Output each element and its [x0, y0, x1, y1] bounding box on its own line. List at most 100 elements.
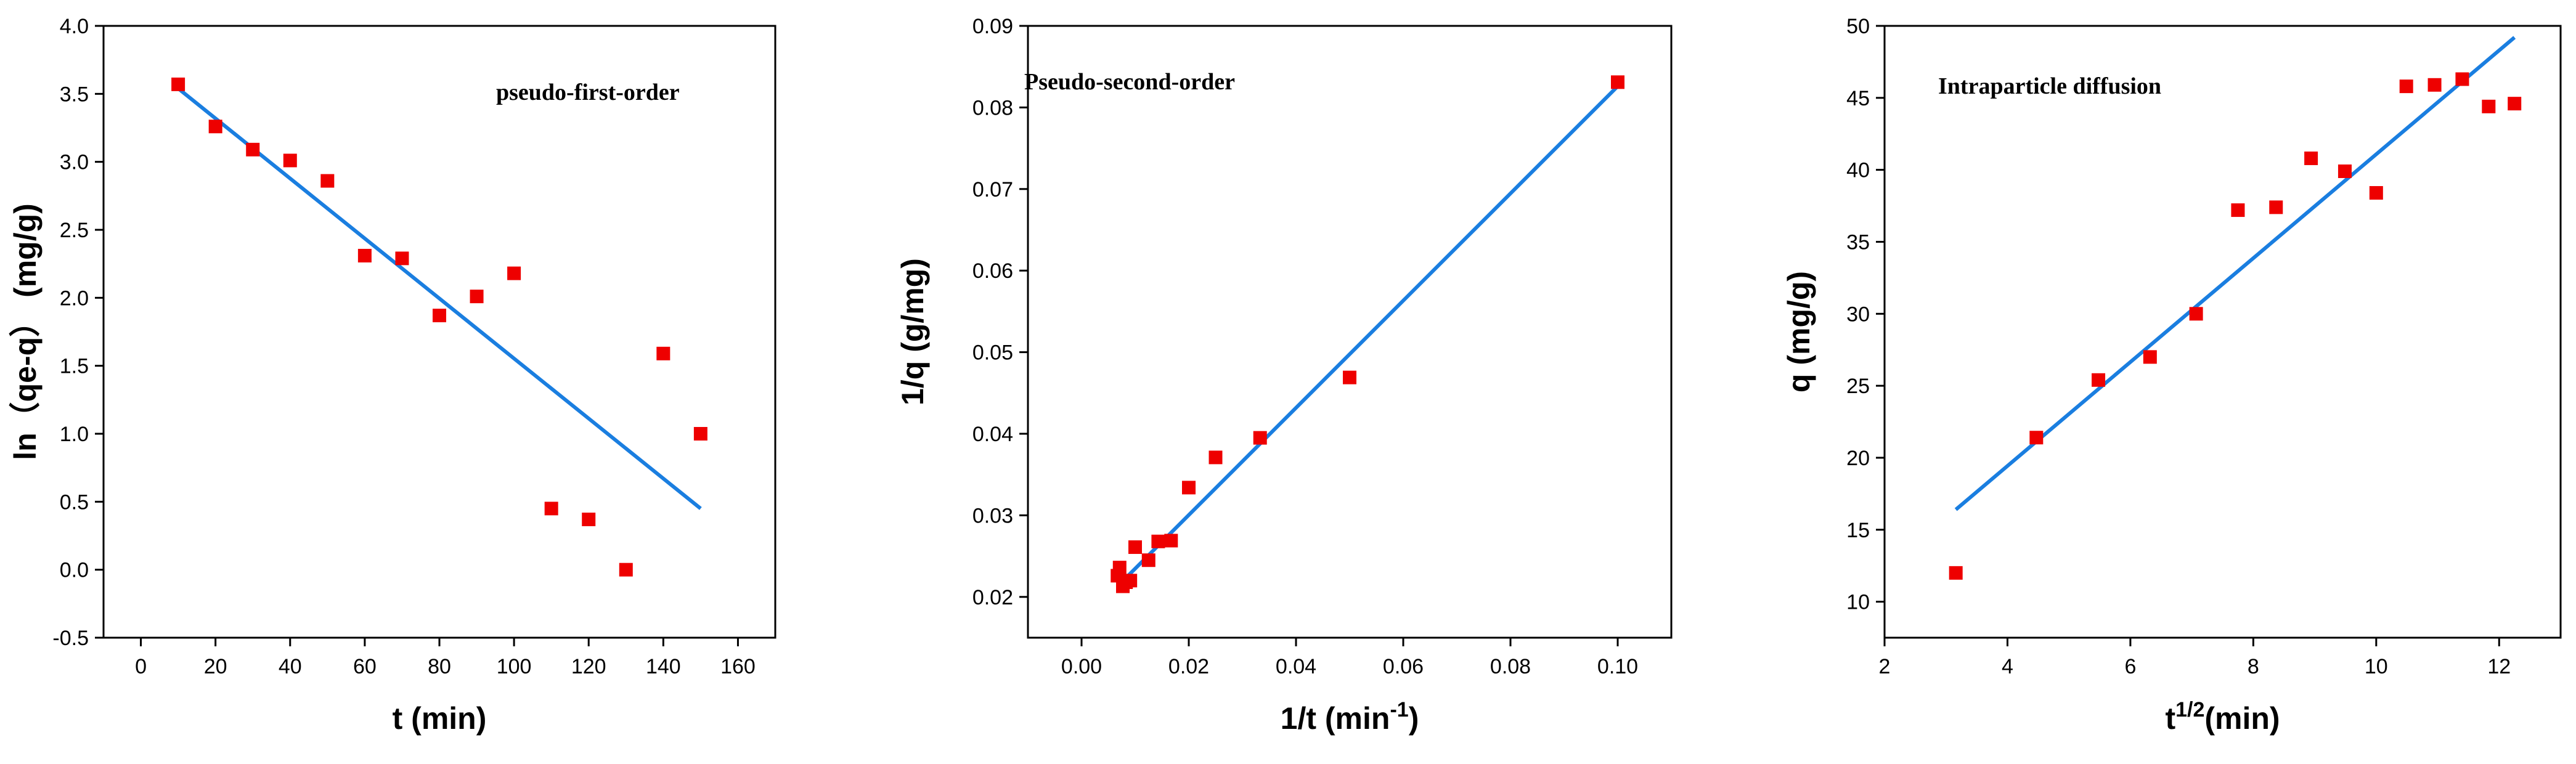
- data-point: [2455, 72, 2469, 86]
- y-axis-title: ln（qe-q） (mg/g): [8, 203, 43, 460]
- data-point: [395, 251, 409, 266]
- x-tick-label: 0: [135, 655, 147, 678]
- data-point: [1112, 561, 1127, 575]
- y-tick-label: 2.5: [60, 219, 89, 242]
- y-tick-label: 10: [1846, 591, 1870, 614]
- x-tick-label: 160: [720, 655, 756, 678]
- data-point: [2231, 203, 2245, 217]
- y-axis-title: q (mg/g): [1782, 271, 1816, 392]
- y-tick-label: 25: [1846, 375, 1870, 398]
- x-tick-label: 0.10: [1597, 655, 1638, 678]
- y-tick-label: 0.06: [972, 259, 1013, 283]
- data-point: [1253, 431, 1267, 445]
- x-tick-label: 100: [497, 655, 532, 678]
- data-point: [1209, 450, 1223, 465]
- x-tick-label: 120: [571, 655, 606, 678]
- data-point: [357, 248, 372, 262]
- x-axis-title: t1/2(min): [2165, 698, 2280, 736]
- data-point: [2508, 97, 2522, 111]
- data-point: [1164, 534, 1178, 548]
- data-point: [1182, 481, 1196, 495]
- y-tick-label: 1.5: [60, 355, 89, 378]
- chart-panel-2: 0.00 0.02 0.04 0.06 0.08 0.10 0.02 0.03 0.04 0.05…: [895, 15, 1673, 736]
- y-tick-label: 30: [1846, 303, 1870, 326]
- data-point: [2029, 431, 2044, 445]
- x-tick-label: 80: [428, 655, 451, 678]
- fit-line: [1116, 84, 1620, 588]
- data-point: [470, 290, 484, 304]
- x-tick-label: 0.02: [1168, 655, 1209, 678]
- x-tick-label: 0.08: [1490, 655, 1531, 678]
- x-tick-label: 8: [2248, 655, 2259, 678]
- fit-model-label: Intraparticle diffusion: [1938, 73, 2161, 99]
- data-point: [2189, 307, 2203, 321]
- x-tick-label: 6: [2124, 655, 2136, 678]
- y-tick-label: 0.03: [972, 504, 1013, 527]
- y-tick-label: 40: [1846, 159, 1870, 182]
- y-tick-label: 0.07: [972, 178, 1013, 201]
- x-axis-title: 1/t (min-1): [1281, 698, 1419, 736]
- y-tick-label: 50: [1846, 15, 1870, 38]
- x-tick-label: 20: [204, 655, 227, 678]
- y-tick-label: 0.05: [972, 341, 1013, 365]
- data-point: [320, 174, 335, 188]
- data-point: [1123, 574, 1138, 588]
- x-tick-label: 60: [353, 655, 377, 678]
- x-tick-label: 12: [2487, 655, 2511, 678]
- plot-frame: [1027, 25, 1673, 639]
- data-point: [619, 563, 633, 577]
- fit-line: [177, 87, 702, 510]
- data-point: [2269, 200, 2283, 214]
- data-point: [544, 502, 558, 516]
- data-point: [2427, 78, 2442, 92]
- y-tick-label: 4.0: [60, 15, 89, 38]
- data-point: [2399, 79, 2413, 94]
- x-tick-label: 4: [2002, 655, 2013, 678]
- y-tick-label: 45: [1846, 87, 1870, 110]
- x-tick-label: 40: [279, 655, 302, 678]
- plot-frame: [1883, 25, 2562, 639]
- plot-frame: [102, 25, 776, 639]
- y-tick-label: 2.0: [60, 286, 89, 310]
- data-point: [1949, 566, 1963, 580]
- y-tick-label: 0.09: [972, 15, 1013, 38]
- data-point: [507, 266, 521, 280]
- chart-panel-3: 2 4 6 8 10 12 10 15 20 25 30 35 40 45 50 Intraparticle …: [1782, 15, 2562, 736]
- data-point: [582, 513, 596, 527]
- fit-model-label: Pseudo-second-order: [1024, 69, 1235, 95]
- chart-panel-1: 0 20 40 60 80 100 120 140 160 -0.5 0.0 0.5 1.0 1.5 2.0…: [8, 15, 776, 736]
- y-tick-label: -0.5: [52, 627, 89, 650]
- data-point: [2304, 151, 2318, 165]
- data-point: [656, 346, 670, 360]
- y-tick-label: 0.08: [972, 96, 1013, 120]
- data-point: [1611, 75, 1624, 89]
- data-point: [208, 120, 222, 134]
- data-point: [246, 142, 260, 156]
- x-axis-title: t (min): [393, 701, 487, 736]
- data-point: [2143, 350, 2157, 364]
- data-point: [693, 427, 707, 441]
- x-tick-label: 0.00: [1061, 655, 1102, 678]
- x-tick-label: 0.04: [1276, 655, 1316, 678]
- y-tick-label: 3.0: [60, 151, 89, 174]
- data-point: [2482, 99, 2496, 113]
- y-tick-label: 0.5: [60, 490, 89, 514]
- fit-model-label: pseudo-first-order: [496, 79, 680, 105]
- x-tick-label: 0.06: [1383, 655, 1424, 678]
- data-point: [1151, 534, 1165, 548]
- y-tick-label: 20: [1846, 447, 1870, 470]
- data-point: [1343, 370, 1356, 384]
- y-tick-label: 3.5: [60, 83, 89, 106]
- y-tick-label: 15: [1846, 519, 1870, 542]
- y-tick-label: 35: [1846, 230, 1870, 254]
- fit-line: [1954, 36, 2516, 511]
- data-point: [171, 77, 185, 91]
- x-tick-label: 10: [2365, 655, 2388, 678]
- y-axis-title: 1/q (g/mg): [895, 258, 930, 405]
- data-point: [1128, 540, 1142, 555]
- data-point: [283, 153, 297, 168]
- x-tick-label: 2: [1879, 655, 1891, 678]
- y-tick-label: 0.04: [972, 423, 1013, 446]
- y-tick-label: 0.0: [60, 559, 89, 582]
